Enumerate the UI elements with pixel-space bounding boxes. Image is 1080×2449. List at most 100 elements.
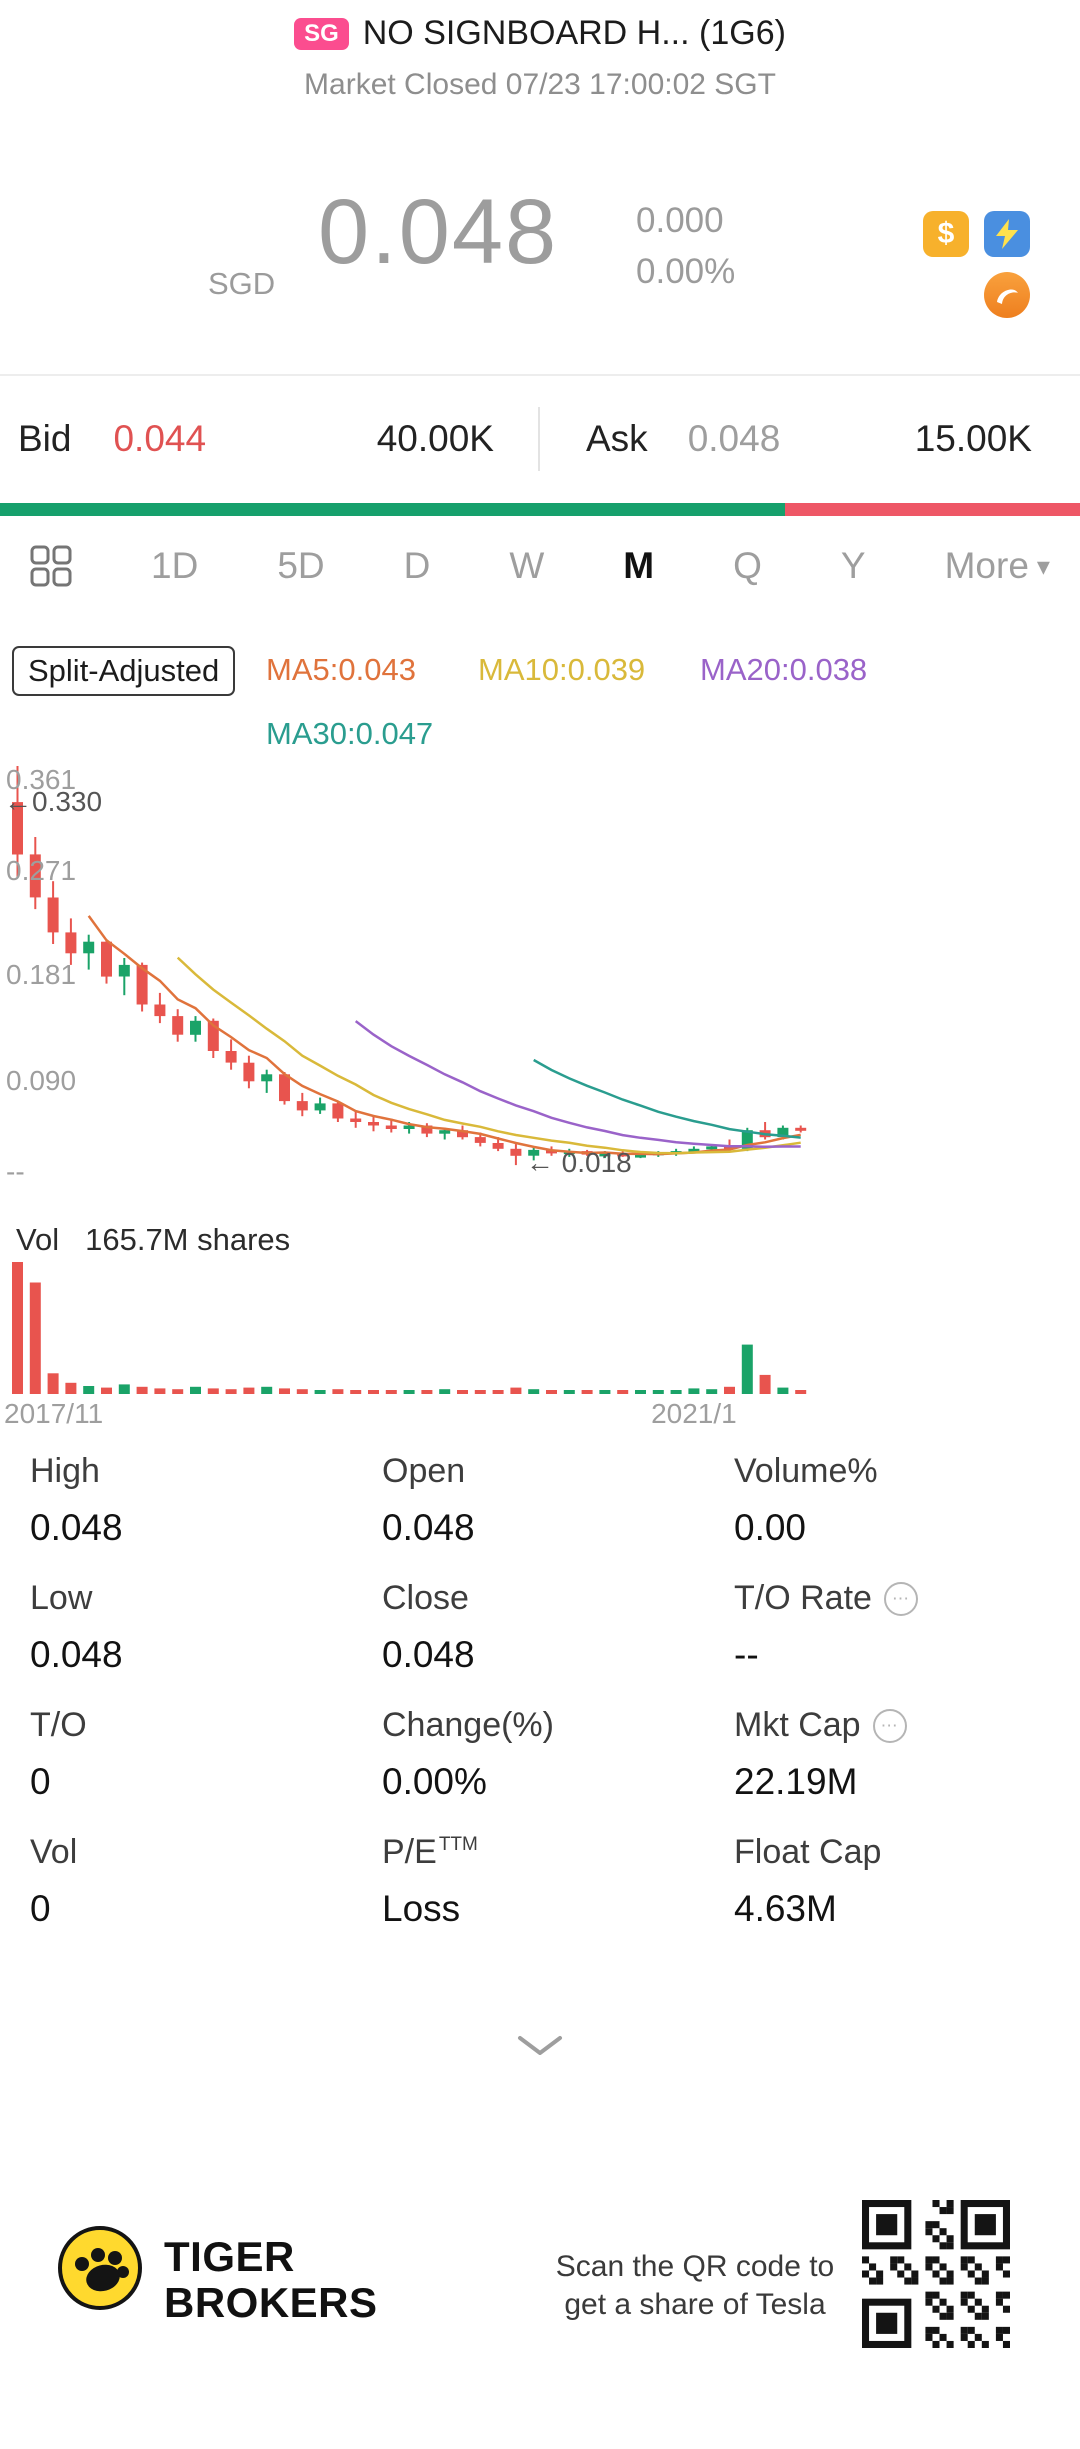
ask-label: Ask [586,418,648,459]
tab-5d[interactable]: 5D [277,545,325,586]
change-percent: 0.00% [636,251,736,291]
stat-label: P/E TTM [382,1833,478,1871]
dollar-icon[interactable]: $ [923,211,969,257]
tab-q[interactable]: Q [733,545,762,586]
volume-chart[interactable] [0,1262,1080,1394]
change-value: 0.000 [636,201,724,240]
bid-ask-row: Bid 0.044 40.00K Ask 0.048 15.00K [0,376,1080,502]
x-axis-labels: 2017/11 2021/1 [0,1398,1080,1438]
bid-price: 0.044 [113,418,207,459]
ma10-legend: MA10:0.039 [478,652,646,687]
low-annotation: ← 0.018 [525,1147,632,1179]
orange-swirl-icon[interactable] [984,272,1030,318]
x-axis-label: 2017/11 [4,1398,104,1429]
stat-label: Volume% [734,1452,878,1490]
stat-label: Float Cap [734,1833,882,1871]
stat-t-o: T/O 0 [30,1706,382,1803]
stat-float-cap: Float Cap 4.63M [734,1833,1050,1930]
expand-details-button[interactable] [0,2035,1080,2057]
stat-vol: Vol 0 [30,1833,382,1930]
stat-label: High [30,1452,100,1490]
lightning-icon[interactable] [984,211,1030,257]
ma5-legend: MA5:0.043 [266,652,416,687]
qr-caption: Scan the QR code to get a share of Tesla [555,2250,835,2321]
stat-label: Close [382,1579,469,1617]
stat-close: Close 0.048 [382,1579,734,1676]
stat-change-: Change(%) 0.00% [382,1706,734,1803]
stat-label: T/O [30,1706,87,1744]
bid-size: 40.00K [376,418,494,459]
stat-label: Change(%) [382,1706,554,1744]
vol-label: Vol [16,1222,60,1257]
bid-section[interactable]: Bid 0.044 40.00K [0,376,538,502]
stat-label: Vol [30,1833,78,1871]
stock-title: NO SIGNBOARD H... (1G6) [362,14,786,52]
candlestick-chart[interactable]: 0.361 0.271 0.181 0.090 -- ←0.330 ← 0.018 [0,766,1080,1186]
ask-size: 15.00K [914,418,1032,459]
stat-open: Open 0.048 [382,1452,734,1549]
chevron-down-icon: ▾ [1036,550,1050,581]
stat-label: Open [382,1452,466,1490]
stat-value: 22.19M [734,1761,858,1802]
stat-value: 4.63M [734,1888,837,1929]
tab-m[interactable]: M [623,545,655,586]
stat-label: Mkt Cap ⋯ [734,1706,1050,1745]
ask-price: 0.048 [687,418,781,459]
price-change: 0.000 0.00% [636,196,735,298]
y-axis-label: 0.271 [6,854,77,886]
y-axis-label: -- [6,1156,25,1187]
stat-low: Low 0.048 [30,1579,382,1676]
tab-1d[interactable]: 1D [151,545,199,586]
divider [0,374,1080,376]
tab-more[interactable]: More ▾ [945,545,1050,587]
qr-code [862,2200,1010,2348]
stat-p-e: P/E TTM Loss [382,1833,734,1930]
quote-action-icons: $ [923,211,1030,318]
stats-grid: High 0.048 Open 0.048 Volume% 0.00 Low 0.048 Clo… [0,1452,1080,1930]
brand-line2: BROKERS [164,2279,378,2327]
divider [538,407,540,471]
ma30-legend: MA30:0.047 [266,716,434,751]
brand-line1: TIGER [164,2233,295,2280]
ask-ratio-red [785,503,1080,516]
bid-ask-ratio-bar [0,503,1080,516]
ma20-legend: MA20:0.038 [700,652,868,687]
stat-value: 0 [30,1761,51,1802]
tab-y[interactable]: Y [840,545,866,586]
more-label: More [944,545,1029,586]
x-axis-label: 2021/1 [651,1398,737,1429]
tab-d[interactable]: D [403,545,431,586]
info-icon[interactable]: ⋯ [872,1708,907,1743]
ask-section[interactable]: Ask 0.048 15.00K [540,376,1080,502]
price-marker-0330: ←0.330 [4,786,103,818]
stat-value: 0.048 [30,1634,123,1675]
stat-value: 0.048 [382,1507,475,1548]
bid-label: Bid [18,418,72,459]
stat-value: 0.00% [382,1761,487,1802]
stat-mkt-cap: Mkt Cap ⋯ 22.19M [734,1706,1050,1803]
tiger-brokers-logo [56,2224,144,2317]
stat-value: 0.048 [382,1634,475,1675]
exchange-badge: SG [294,17,349,50]
market-status: Market Closed 07/23 17:00:02 SGT [304,68,776,101]
stat-label: Low [30,1579,93,1617]
bid-ratio-green [0,503,786,516]
stat-label: T/O Rate ⋯ [734,1579,1050,1618]
vol-value: 165.7M shares [85,1222,291,1257]
stat-value: 0.048 [30,1507,123,1548]
split-adjusted-button[interactable]: Split-Adjusted [12,646,236,696]
stat-high: High 0.048 [30,1452,382,1549]
chart-legend: Split-Adjusted MA5:0.043 MA10:0.039 MA20… [0,640,1080,770]
tab-w[interactable]: W [509,545,545,586]
info-icon[interactable]: ⋯ [883,1581,918,1616]
header: SG NO SIGNBOARD H... (1G6) [0,14,1080,53]
stat-value: Loss [382,1888,461,1929]
stat-volume-: Volume% 0.00 [734,1452,1050,1549]
chart-layout-grid-icon[interactable] [30,545,72,587]
brand-wordmark: TIGER BROKERS [164,2233,378,2327]
volume-header: Vol 165.7M shares [16,1222,290,1258]
stat-t-o-rate: T/O Rate ⋯ -- [734,1579,1050,1676]
currency-label: SGD [208,266,276,301]
y-axis-label: 0.090 [6,1065,77,1097]
